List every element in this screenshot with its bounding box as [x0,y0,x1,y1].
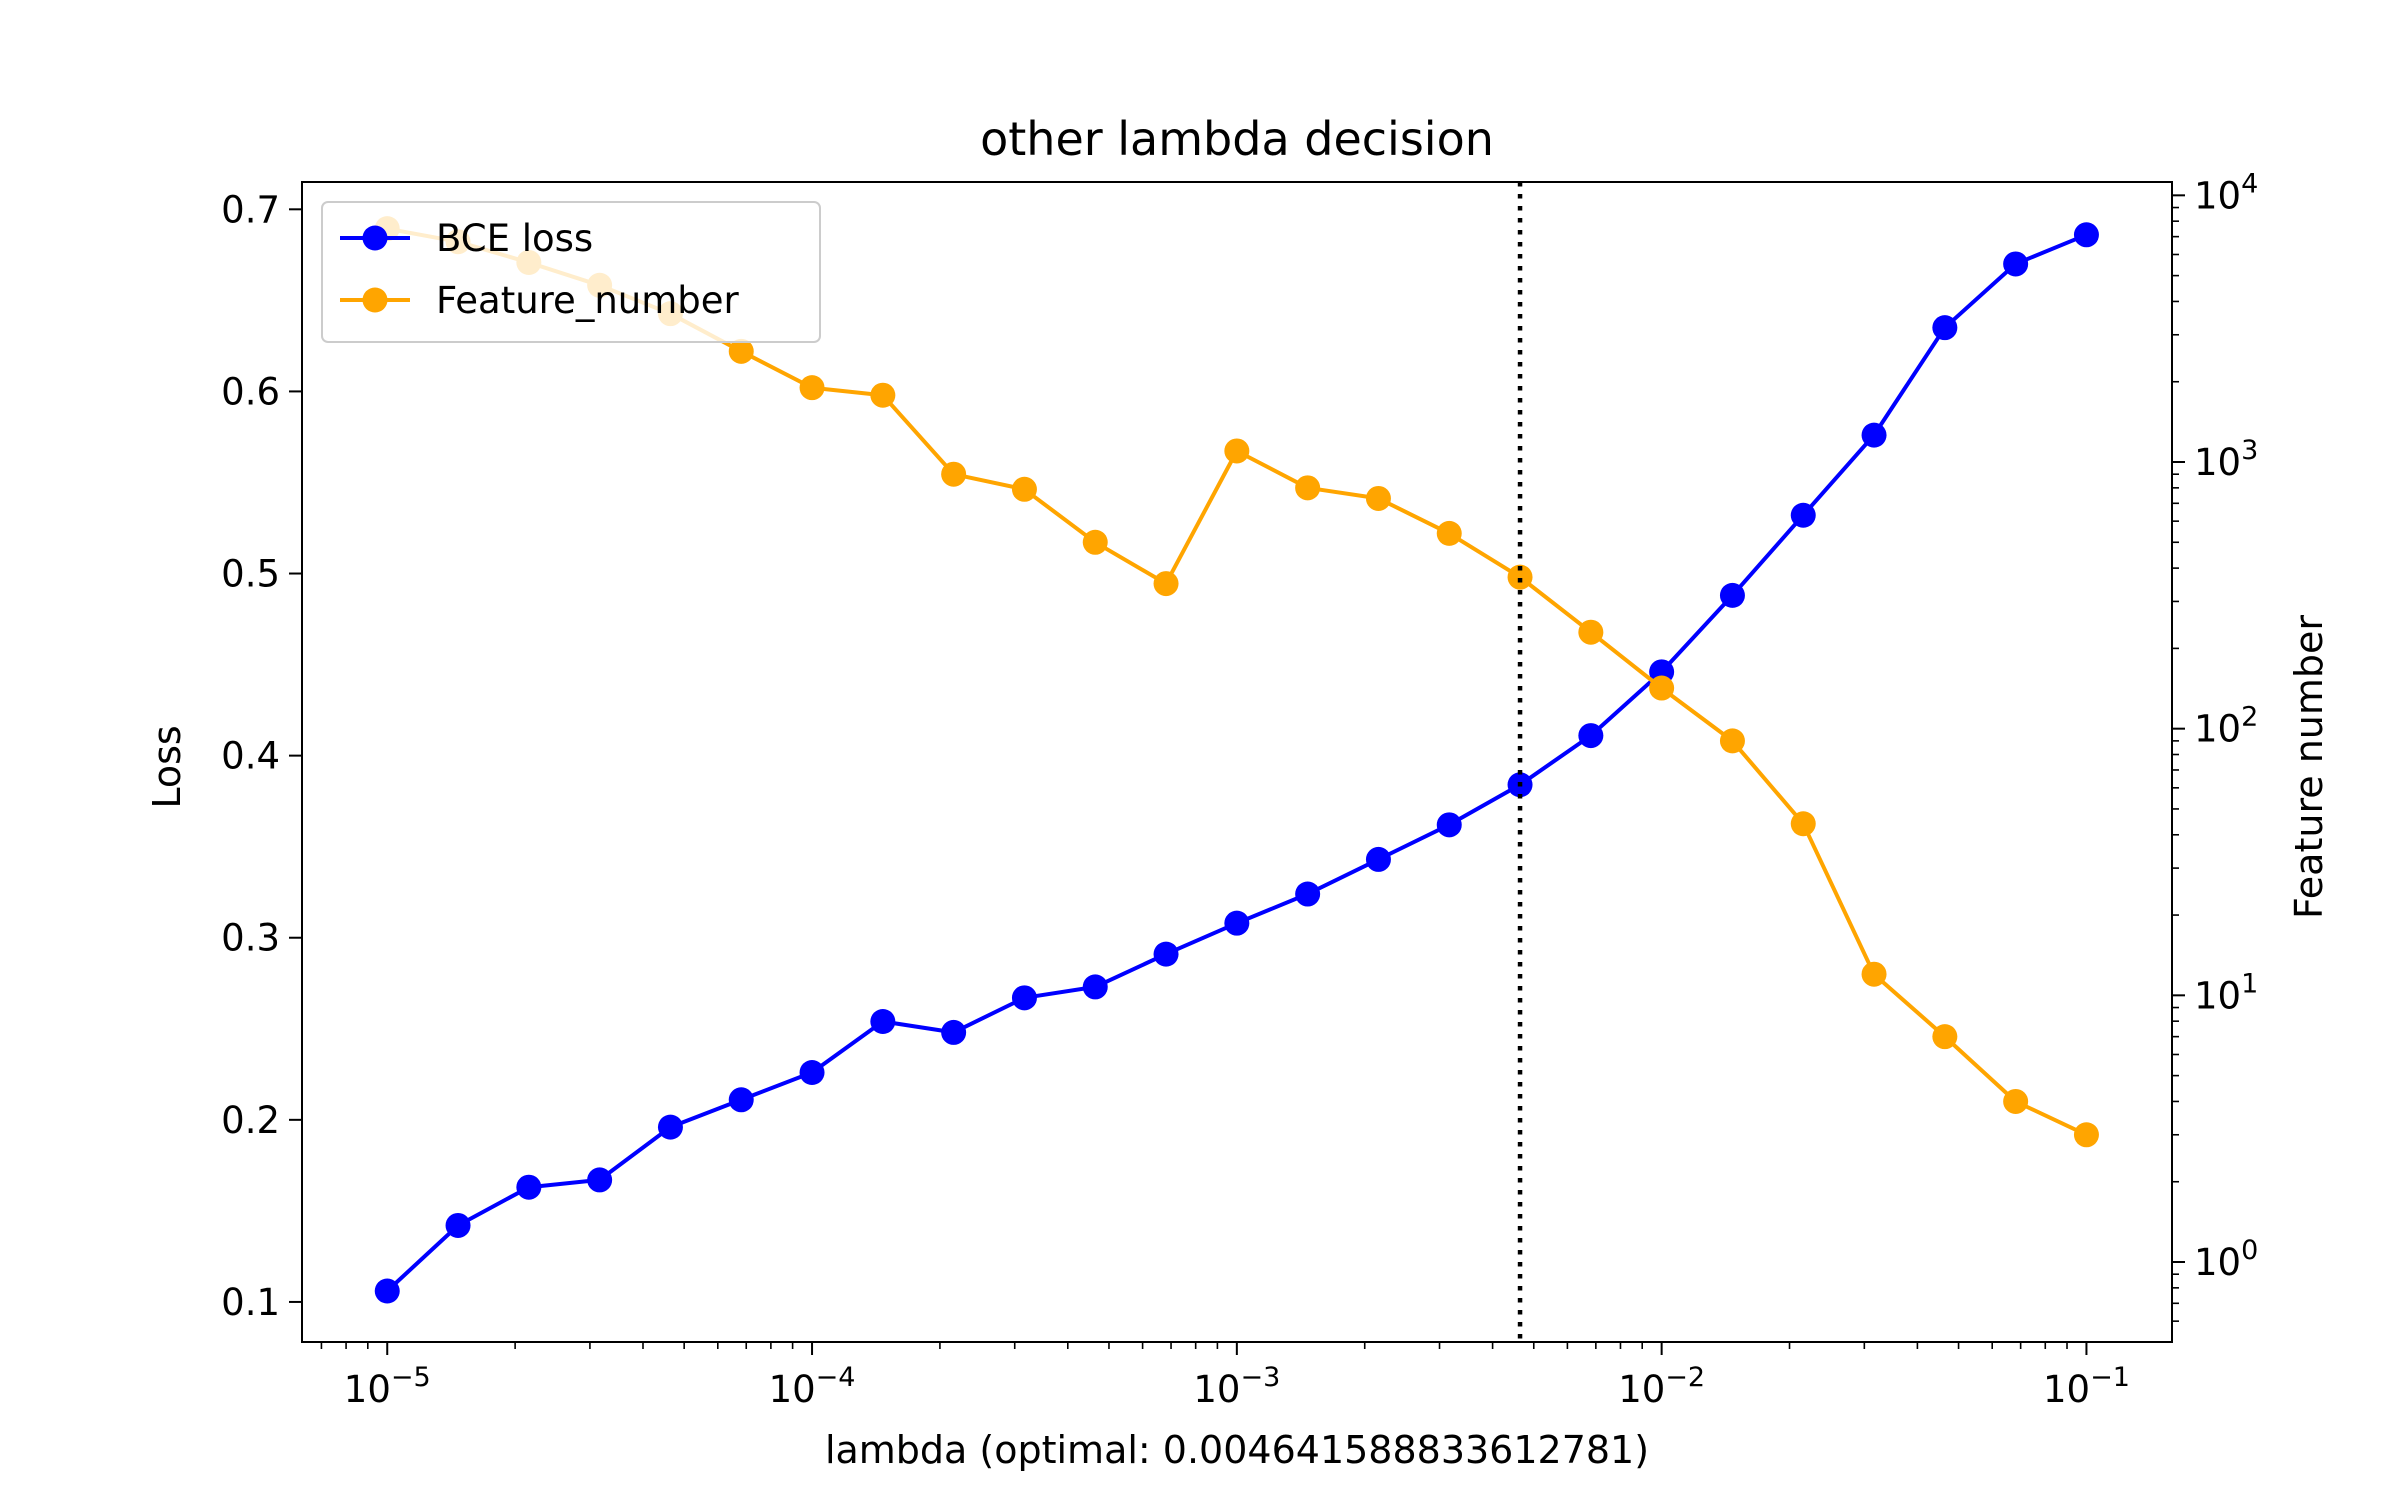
data-point-1 [1224,438,1250,464]
data-point-1 [2073,1122,2099,1148]
plot-area: 10−5 10−4 10−3 10−2 10−1 0.1 0.2 0.3 0.4 0.5 0.6 0.… [221,168,2258,1411]
legend-label-0: BCE loss [436,217,593,260]
y-left-tick-label: 0.3 [221,917,280,960]
y-right-tick-label: 103 [2194,435,2258,484]
data-point-0 [1790,502,1816,528]
data-point-1 [1082,529,1108,555]
y-right-tick-label: 102 [2194,702,2258,751]
data-point-1 [1861,961,1887,987]
data-point-1 [1365,485,1391,511]
data-point-0 [941,1019,967,1045]
y-axis-label-left: Loss [145,725,189,808]
data-point-0 [1861,422,1887,448]
data-point-0 [1932,315,1958,341]
data-point-0 [1436,812,1462,838]
legend-marker-0 [362,225,388,251]
data-point-0 [2073,222,2099,248]
data-point-1 [1436,520,1462,546]
x-tick-label: 10−5 [344,1362,431,1411]
data-point-1 [1295,475,1321,501]
data-point-1 [799,375,825,401]
data-point-1 [1153,571,1179,597]
data-point-1 [728,338,754,364]
data-point-1 [941,461,967,487]
data-point-1 [1932,1024,1958,1050]
data-point-0 [799,1059,825,1085]
y-left-tick-label: 0.2 [221,1099,280,1142]
legend: BCE loss Feature_number [321,201,821,343]
y-left-tick-label: 0.6 [221,370,280,413]
data-point-1 [870,382,896,408]
data-point-1 [2003,1088,2029,1114]
x-axis-label: lambda (optimal: 0.004641588833612781) [825,1428,1649,1472]
y-left-tick-label: 0.7 [221,188,280,231]
legend-label-1: Feature_number [436,279,740,322]
y-axis-label-right: Feature number [2287,615,2331,919]
x-tick-label: 10−2 [1618,1362,1705,1411]
data-point-1 [1719,728,1745,754]
data-point-1 [1578,619,1604,645]
data-point-0 [374,1278,400,1304]
y-left-tick-label: 0.4 [221,735,280,778]
legend-marker-1 [362,287,388,313]
x-tick-label: 10−3 [1193,1362,1280,1411]
data-point-0 [516,1174,542,1200]
plot-frame [301,181,2173,1343]
y-left-tick-label: 0.5 [221,553,280,596]
legend-box [321,201,821,343]
y-left-tick-label: 0.1 [221,1281,280,1324]
x-tick-label: 10−1 [2043,1362,2130,1411]
data-point-0 [728,1087,754,1113]
data-point-0 [1719,582,1745,608]
y-right-tick-label: 100 [2194,1235,2258,1284]
data-point-0 [1224,910,1250,936]
data-point-0 [870,1008,896,1034]
data-point-0 [587,1167,613,1193]
data-point-0 [445,1212,471,1238]
data-point-1 [1011,476,1037,502]
data-point-1 [1790,811,1816,837]
data-point-0 [1153,941,1179,967]
data-point-0 [657,1114,683,1140]
y-right-tick-label: 104 [2194,168,2258,217]
data-point-0 [1365,846,1391,872]
x-tick-label: 10−4 [769,1362,856,1411]
data-point-0 [1011,985,1037,1011]
data-point-0 [1082,974,1108,1000]
y-right-tick-label: 101 [2194,968,2258,1017]
data-point-1 [1649,675,1675,701]
data-point-0 [1295,881,1321,907]
data-point-0 [1578,723,1604,749]
data-point-1 [1507,564,1533,590]
data-point-0 [2003,251,2029,277]
chart-title: other lambda decision [980,112,1494,166]
